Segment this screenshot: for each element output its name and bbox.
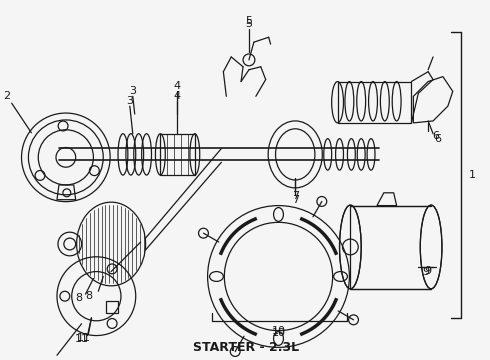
Text: 10: 10: [271, 328, 286, 338]
Ellipse shape: [340, 205, 361, 289]
Text: 10: 10: [271, 326, 286, 336]
Text: 11: 11: [76, 333, 91, 342]
Text: 8: 8: [75, 293, 82, 303]
Text: 11: 11: [74, 334, 89, 345]
Bar: [106, 301, 118, 313]
Text: STARTER - 2.3L: STARTER - 2.3L: [193, 341, 299, 354]
Text: 1: 1: [469, 170, 476, 180]
Bar: [350, 206, 431, 289]
Text: 7: 7: [292, 195, 299, 205]
Text: 4: 4: [173, 91, 181, 101]
Text: 5: 5: [245, 19, 252, 30]
Text: 8: 8: [85, 291, 92, 301]
Text: 3: 3: [126, 96, 133, 106]
Text: 6: 6: [433, 131, 440, 141]
Text: 9: 9: [422, 266, 430, 276]
Circle shape: [22, 113, 110, 202]
Ellipse shape: [420, 205, 442, 289]
Text: 7: 7: [292, 191, 299, 201]
Bar: [338, 82, 412, 123]
Bar: [160, 134, 195, 175]
Text: 5: 5: [245, 15, 252, 26]
Text: 4: 4: [173, 81, 181, 91]
Text: 2: 2: [3, 91, 10, 101]
Text: 3: 3: [129, 86, 136, 96]
Text: 6: 6: [435, 134, 441, 144]
Text: 9: 9: [425, 266, 432, 276]
